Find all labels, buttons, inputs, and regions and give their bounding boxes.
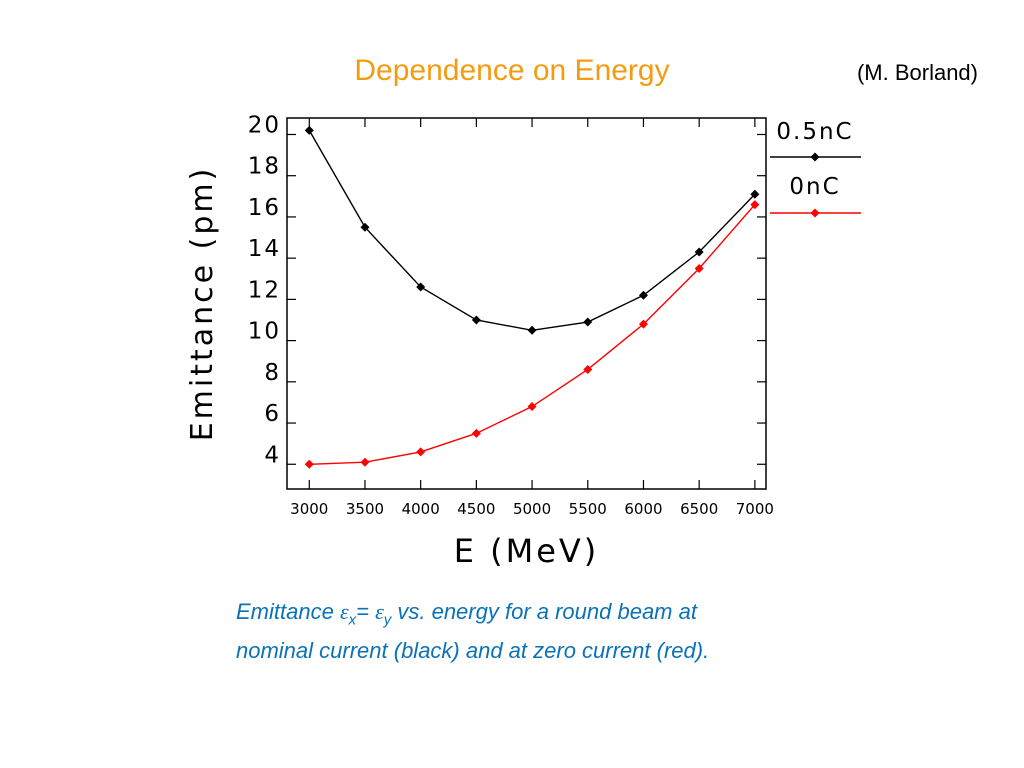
- legend-label: 0.5nC: [776, 119, 853, 145]
- y-axis-label: Emittance (pm): [185, 166, 220, 442]
- x-tick-label: 3000: [290, 500, 328, 518]
- y-tick-label: 4: [264, 442, 281, 468]
- data-point: [694, 247, 704, 257]
- data-point: [304, 459, 314, 469]
- data-point: [416, 447, 426, 457]
- data-point: [304, 125, 314, 135]
- data-point: [360, 222, 370, 232]
- data-point: [416, 282, 426, 292]
- x-tick-label: 5000: [513, 500, 551, 518]
- data-point: [750, 200, 760, 210]
- x-tick-label: 5500: [569, 500, 607, 518]
- caption-lead: Emittance: [236, 599, 340, 624]
- author-credit: (M. Borland): [856, 60, 978, 85]
- caption-equals: =: [356, 599, 376, 624]
- data-point: [694, 263, 704, 273]
- y-tick-label: 14: [248, 236, 281, 262]
- data-point: [527, 402, 537, 412]
- caption-line2: nominal current (black) and at zero curr…: [236, 638, 710, 664]
- y-tick-label: 20: [248, 112, 281, 138]
- x-tick-label: 6500: [680, 500, 718, 518]
- y-tick-label: 10: [248, 319, 281, 345]
- data-point: [471, 428, 481, 438]
- x-tick-label: 7000: [736, 500, 774, 518]
- x-tick-label: 4500: [457, 500, 495, 518]
- data-point: [471, 315, 481, 325]
- subscript-y: y: [383, 611, 392, 629]
- subscript-x: x: [348, 611, 357, 629]
- y-tick-label: 18: [248, 154, 281, 180]
- y-tick-label: 16: [248, 195, 281, 221]
- x-axis-label: E (MeV): [454, 532, 600, 570]
- x-tick-label: 3500: [346, 500, 384, 518]
- legend-label: 0nC: [789, 174, 840, 200]
- data-point: [583, 364, 593, 374]
- plot-frame: [286, 117, 767, 490]
- x-tick-label: 6000: [624, 500, 662, 518]
- caption-line1-rest: vs. energy for a round beam at: [391, 599, 697, 624]
- data-point: [583, 317, 593, 327]
- data-point: [638, 319, 648, 329]
- data-point: [527, 325, 537, 335]
- x-tick-label: 4000: [402, 500, 440, 518]
- legend-marker: [810, 152, 820, 162]
- slide-title: Dependence on Energy: [354, 54, 670, 87]
- epsilon-x-symbol: ε: [339, 599, 349, 624]
- y-tick-label: 8: [264, 360, 281, 386]
- figure-caption: Emittance εx= εy vs. energy for a round …: [236, 596, 836, 666]
- series-line-0-5nC: [308, 130, 756, 332]
- data-point: [638, 290, 648, 300]
- y-tick-label: 6: [264, 401, 281, 427]
- data-point: [750, 189, 760, 199]
- epsilon-y-symbol: ε: [375, 599, 384, 624]
- legend-marker: [810, 208, 820, 218]
- data-point: [360, 457, 370, 467]
- y-tick-label: 12: [248, 277, 281, 303]
